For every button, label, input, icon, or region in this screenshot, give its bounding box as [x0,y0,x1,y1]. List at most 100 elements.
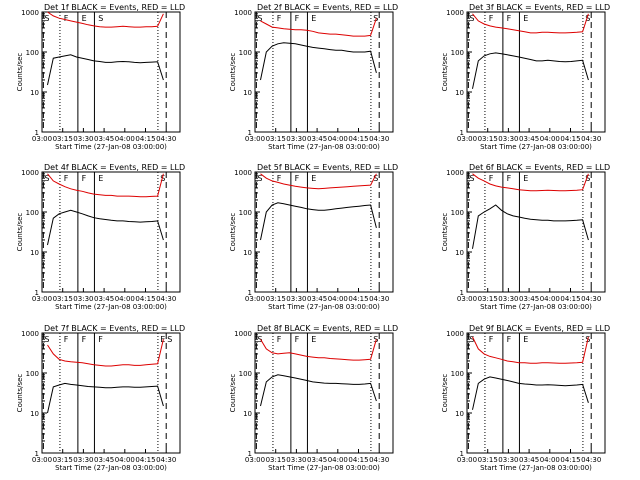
y-axis-label: Counts/sec [16,213,24,252]
x-tick-label: 03:00 [457,135,477,143]
x-tick-label: 03:45 [94,456,114,464]
event-flag: F [507,174,512,183]
x-tick-label: 03:00 [245,456,265,464]
x-tick-label: 04:30 [369,135,389,143]
y-tick-label: 1 [35,450,39,458]
x-tick-label: 03:15 [53,135,73,143]
panel-1: Det 1f BLACK = Events, RED = LLD 1 10 100 10… [16,3,185,151]
x-tick-label: 04:00 [328,295,348,303]
panel-title: Det 5f BLACK = Events, RED = LLD [257,163,398,172]
panel-5: Det 5f BLACK = Events, RED = LLD 1 10 100 10… [229,163,398,311]
x-tick-label: 04:15 [560,456,580,464]
event-flag: S [98,14,103,23]
x-tick-label: 03:45 [307,135,327,143]
x-tick-label: 03:00 [32,295,52,303]
series-lld [260,18,377,37]
x-tick-label: 04:30 [581,135,601,143]
panel-title: Det 3f BLACK = Events, RED = LLD [469,3,610,12]
event-flag: F [295,174,300,183]
event-flag: F [277,14,282,23]
plot-frame [466,171,606,293]
x-axis-label: Start Time (27-Jan-08 03:00:00) [480,303,592,311]
event-flag: S [257,14,262,23]
series-events [47,382,164,414]
x-tick-label: 03:45 [94,295,114,303]
y-axis-label: Counts/sec [16,374,24,413]
series-events [472,376,589,410]
x-tick-label: 04:00 [540,135,560,143]
x-tick-label: 03:00 [245,295,265,303]
x-tick-label: 04:15 [348,456,368,464]
x-tick-label: 04:30 [156,456,176,464]
event-flag: S [469,14,474,23]
panel-title: Det 8f BLACK = Events, RED = LLD [257,324,398,333]
x-tick-label: 03:45 [519,456,539,464]
y-tick-label: 1000 [446,169,464,177]
y-tick-label: 100 [451,49,464,57]
panel-title: Det 7f BLACK = Events, RED = LLD [44,324,185,333]
y-axis-label: Counts/sec [441,374,449,413]
y-axis-label: Counts/sec [441,213,449,252]
x-tick-label: 03:00 [457,456,477,464]
x-tick-label: 03:15 [53,456,73,464]
y-axis-label: Counts/sec [16,53,24,92]
plot-frame [41,11,181,133]
x-tick-label: 04:30 [369,456,389,464]
series-events [260,374,377,407]
x-tick-label: 03:15 [53,295,73,303]
x-tick-label: 03:30 [286,456,306,464]
y-tick-label: 100 [26,49,39,57]
y-tick-label: 1000 [234,169,252,177]
event-flag: F [489,335,494,344]
panel-8: Det 8f BLACK = Events, RED = LLD 1 10 100 10… [229,324,398,472]
series-lld [472,336,589,364]
panel-7: Det 7f BLACK = Events, RED = LLD 1 10 100 10… [16,324,185,472]
series-lld [260,173,377,190]
x-tick-label: 04:15 [560,295,580,303]
y-tick-label: 1 [460,450,464,458]
event-flag: E [311,335,316,344]
series-lld [260,338,377,361]
y-tick-label: 1000 [446,9,464,17]
x-tick-label: 04:15 [135,456,155,464]
x-tick-label: 03:30 [498,295,518,303]
x-tick-label: 04:00 [115,456,135,464]
x-tick-label: 03:45 [519,295,539,303]
plot-frame [41,171,181,293]
x-tick-label: 03:45 [307,456,327,464]
x-tick-label: 04:15 [560,135,580,143]
x-axis-label: Start Time (27-Jan-08 03:00:00) [55,464,167,472]
panel-title: Det 9f BLACK = Events, RED = LLD [469,324,610,333]
y-tick-label: 10 [455,89,464,97]
x-tick-label: 03:30 [498,135,518,143]
event-flag: E [98,174,103,183]
y-tick-label: 100 [239,49,252,57]
y-tick-label: 1000 [446,330,464,338]
y-tick-label: 100 [451,209,464,217]
y-tick-label: 100 [26,370,39,378]
series-lld [47,339,164,367]
event-flag: F [277,335,282,344]
event-flag: E [82,14,87,23]
event-flag: F [64,335,69,344]
y-tick-label: 10 [30,249,39,257]
panel-4: Det 4f BLACK = Events, RED = LLD 1 10 100 10… [16,163,185,311]
event-flag: S [585,14,590,23]
y-tick-label: 10 [455,249,464,257]
event-flag: S [44,14,49,23]
event-flag: E [311,14,316,23]
y-axis-label: Counts/sec [229,213,237,252]
x-tick-label: 03:00 [245,135,265,143]
y-tick-label: 1000 [234,330,252,338]
y-tick-label: 1000 [21,330,39,338]
x-tick-label: 04:30 [581,456,601,464]
event-flag: S [469,335,474,344]
x-tick-label: 04:30 [581,295,601,303]
x-tick-label: 03:15 [266,135,286,143]
x-tick-label: 03:30 [73,135,93,143]
y-tick-label: 1 [460,289,464,297]
event-flag: S [257,335,262,344]
event-flag: S [160,174,165,183]
y-tick-label: 1 [35,129,39,137]
x-tick-label: 04:15 [348,295,368,303]
